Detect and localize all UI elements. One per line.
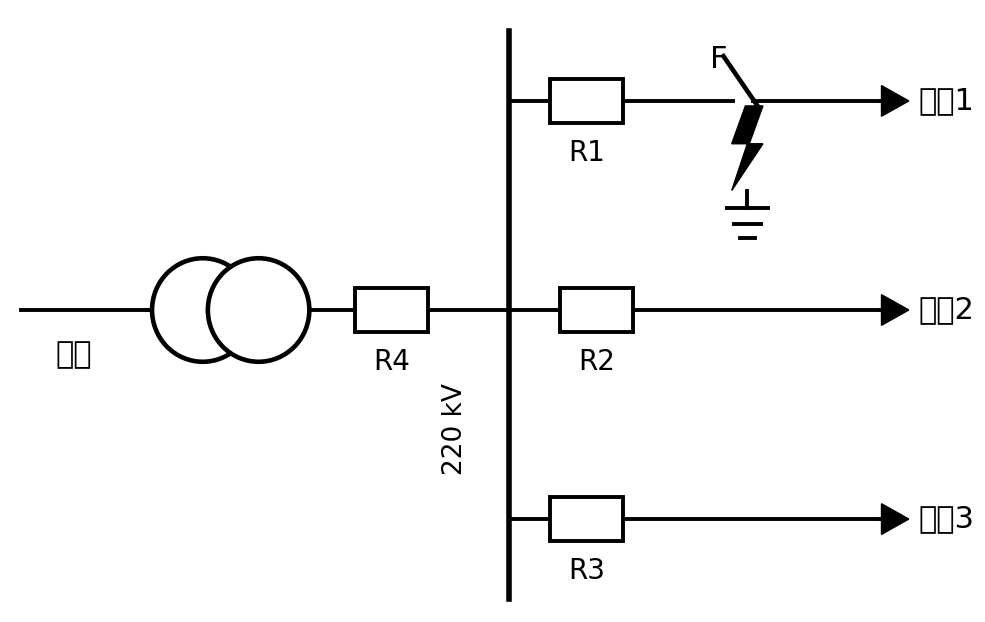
Circle shape [152,258,253,362]
Text: 出线2: 出线2 [919,295,974,325]
Text: R4: R4 [373,348,410,376]
Polygon shape [882,504,909,534]
Bar [560,287,633,332]
Bar [551,497,624,542]
Text: F: F [710,45,727,73]
Text: 出线1: 出线1 [919,86,974,116]
Text: 进线: 进线 [55,340,92,369]
Text: 出线3: 出线3 [919,504,974,534]
Text: R3: R3 [568,557,606,585]
Polygon shape [882,86,909,116]
Polygon shape [882,295,909,325]
Text: 220 kV: 220 kV [442,384,468,475]
Circle shape [208,258,309,362]
Bar [551,78,624,123]
Text: R2: R2 [578,348,615,376]
Bar [355,287,428,332]
Text: R1: R1 [568,139,605,167]
Polygon shape [732,106,763,190]
